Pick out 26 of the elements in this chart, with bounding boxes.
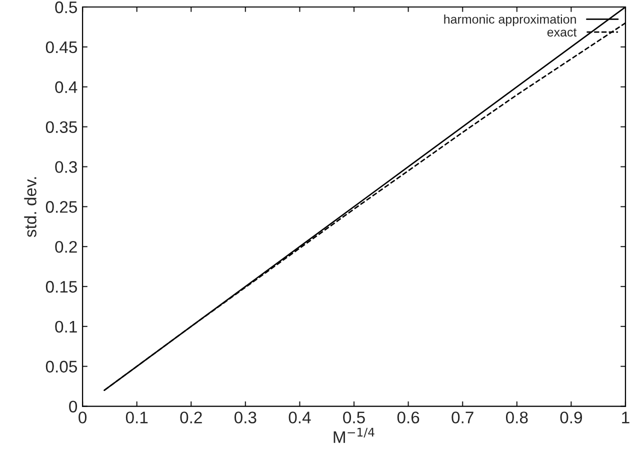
- y-tick-label: 0.1: [55, 320, 77, 333]
- legend-label: harmonic approximation: [444, 14, 576, 26]
- x-tick-label: 0.3: [234, 412, 256, 424]
- x-tick-label: 0.5: [343, 412, 365, 424]
- x-tick-label: 0.1: [126, 412, 148, 424]
- y-tick-label: 0: [69, 400, 78, 412]
- x-tick-label: 0: [78, 412, 87, 424]
- x-tick-label: 0.9: [560, 412, 582, 424]
- y-axis-title: std. dev.: [24, 177, 36, 238]
- y-tick-label: 0.35: [46, 121, 77, 133]
- legend-label: exact: [547, 28, 577, 37]
- y-tick-label: 0.15: [46, 280, 77, 293]
- x-tick-label: 0.8: [506, 412, 528, 424]
- y-tick-label: 0.4: [55, 81, 78, 94]
- y-tick-label: 0.05: [46, 360, 77, 373]
- y-tick-label: 0.3: [55, 161, 77, 173]
- y-tick-label: 0.5: [55, 1, 77, 14]
- x-tick-label: 0.2: [180, 412, 202, 424]
- y-tick-label: 0.25: [46, 201, 77, 213]
- y-tick-label: 0.2: [55, 240, 77, 253]
- x-axis-title: M$^{−1/4}$: [334, 428, 374, 443]
- x-tick-label: 0.7: [452, 412, 474, 424]
- y-tick-label: 0.45: [46, 41, 77, 54]
- x-tick-label: 0.6: [397, 412, 420, 424]
- x-tick-label: 1: [622, 412, 630, 424]
- x-tick-label: 0.4: [288, 412, 311, 424]
